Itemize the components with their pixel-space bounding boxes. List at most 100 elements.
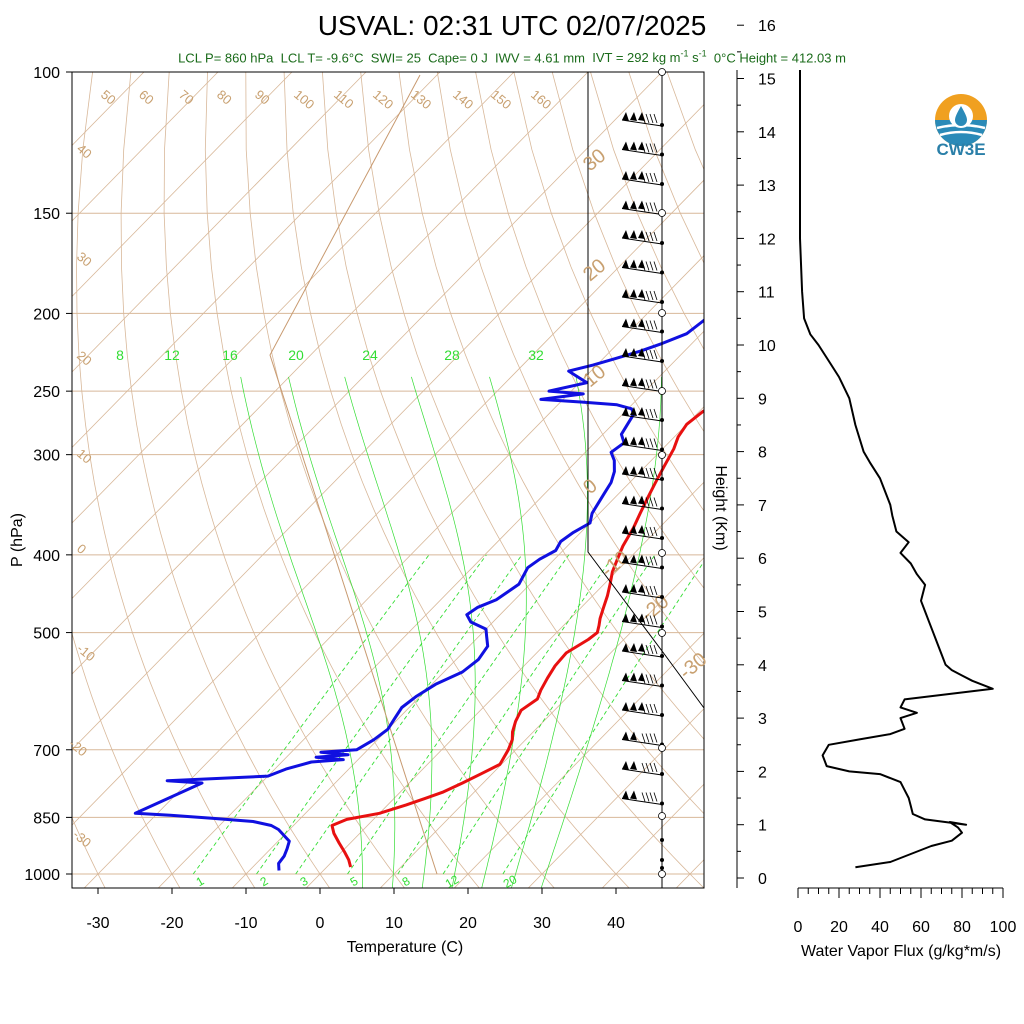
isotherm-label: 150 <box>488 87 514 112</box>
mixing-ratio-line <box>192 554 430 875</box>
dry-adiabat <box>283 72 630 888</box>
wind-barb-icon <box>621 112 664 127</box>
adiabat-label-right: 0 <box>579 475 602 499</box>
flux-tick-label: 20 <box>830 919 848 936</box>
wind-barb-icon <box>621 672 664 688</box>
mixing-ratio-line <box>442 554 656 875</box>
mixing-ratio-label: 20 <box>501 872 520 891</box>
lcl-pressure: LCL P= 860 hPa <box>178 50 274 66</box>
flux-tick-label: 100 <box>990 919 1017 936</box>
adiabat-label-left: -30 <box>70 827 94 851</box>
dry-adiabat <box>204 72 480 888</box>
isotherm-label: 100 <box>291 87 317 112</box>
isotherm-label: 110 <box>331 87 357 112</box>
adiabat-label-right: -10 <box>597 546 633 581</box>
dry-adiabat <box>322 72 704 888</box>
x-axis-title: Temperature (C) <box>347 939 463 956</box>
isotherm-label: 60 <box>136 87 157 108</box>
height-tick-label: 4 <box>758 658 767 675</box>
wind-barb-icon <box>621 525 664 540</box>
dry-adiabat <box>782 72 1024 891</box>
wind-dot <box>660 858 664 862</box>
dry-adiabat <box>513 72 704 512</box>
wind-dot <box>660 866 664 870</box>
dry-adiabat <box>120 72 331 888</box>
height-tick-label: 0 <box>758 871 767 888</box>
height-axis-title: Height (Km) <box>712 465 729 550</box>
wind-barb-icon <box>621 643 664 658</box>
dry-adiabat <box>245 72 555 888</box>
dry-adiabat <box>76 72 256 888</box>
dry-adiabat <box>859 72 1024 891</box>
flux-tick-label: 0 <box>794 919 803 936</box>
isotherm-line <box>72 72 219 222</box>
dry-adiabat <box>551 72 704 433</box>
isotherm-line <box>747 72 1024 891</box>
dewpoint-series <box>133 318 704 871</box>
mixing-ratio-line <box>295 554 523 875</box>
adiabat-label-left: -20 <box>66 736 90 760</box>
dry-adiabat <box>820 72 1024 891</box>
dry-adiabat <box>163 72 406 888</box>
wind-barb-icon <box>621 259 664 275</box>
dry-adiabat <box>72 816 106 888</box>
adiabat-label-right: 20 <box>579 255 610 286</box>
isotherm-line <box>83 255 704 888</box>
dry-adiabat <box>897 72 1024 891</box>
wind-calm-circle <box>658 812 666 820</box>
adiabat-label-left: 10 <box>74 446 95 467</box>
wind-barb-icon <box>621 318 664 334</box>
wind-barb-icon <box>621 348 664 363</box>
adiabat-label-right: 10 <box>579 361 610 392</box>
mixing-ratio-label: 8 <box>400 874 413 890</box>
height-tick-label: 1 <box>758 818 767 835</box>
pressure-tick-label: 700 <box>33 743 60 760</box>
wind-calm-circle <box>658 629 666 637</box>
wind-barb-icon <box>621 407 664 422</box>
wind-barb-icon <box>621 200 664 216</box>
moist-adiabat-label: 32 <box>528 347 544 363</box>
chart-title: USVAL: 02:31 UTC 02/07/2025 <box>317 10 707 41</box>
isotherm-line <box>72 72 293 298</box>
isotherm-line <box>72 72 367 373</box>
isotherm-line <box>72 72 441 449</box>
height-tick-label: 5 <box>758 605 767 622</box>
height-tick-label: 9 <box>758 391 767 408</box>
isotherm-line <box>305 481 704 888</box>
isotherm-label: 80 <box>214 87 235 108</box>
isotherm-line <box>157 330 704 888</box>
isotherm-label: 160 <box>528 87 554 112</box>
pressure-tick-label: 850 <box>33 810 60 827</box>
moist-adiabat-label: 16 <box>222 347 238 363</box>
wind-calm-circle <box>658 387 666 395</box>
flux-tick-label: 60 <box>912 919 930 936</box>
mixing-ratio-label: 3 <box>298 874 311 890</box>
wind-calm-circle <box>658 870 666 878</box>
parcel-path <box>269 74 438 875</box>
moist-adiabat <box>511 376 588 888</box>
wind-barb-icon <box>621 613 664 629</box>
height-tick-label: 12 <box>758 231 776 248</box>
height-tick-label: 2 <box>758 764 767 781</box>
dry-adiabat <box>705 72 1024 891</box>
isotherm-line <box>527 708 704 888</box>
temperature-tick-label: 10 <box>385 915 403 932</box>
height-tick-label: 14 <box>758 125 776 142</box>
pressure-tick-label: 150 <box>33 206 60 223</box>
zero-c-height: 0°C Height = 412.03 m <box>713 50 846 66</box>
wind-calm-circle <box>658 549 666 557</box>
height-tick-label: 13 <box>758 178 776 195</box>
adiabat-label-left: -10 <box>74 641 98 665</box>
isotherm-line <box>72 72 663 675</box>
wind-calm-circle <box>658 68 666 76</box>
moist-adiabat-label: 24 <box>362 347 378 363</box>
isotherm-line <box>453 632 704 888</box>
wind-barb-icon <box>621 466 664 481</box>
height-tick-label: 6 <box>758 551 767 568</box>
dry-adiabat <box>628 72 704 265</box>
wind-barb-icon <box>621 790 664 806</box>
temperature-tick-label: 40 <box>607 915 625 932</box>
wind-barb-icon <box>621 702 664 717</box>
dry-adiabat <box>436 72 704 665</box>
height-tick-label: 8 <box>758 445 767 462</box>
